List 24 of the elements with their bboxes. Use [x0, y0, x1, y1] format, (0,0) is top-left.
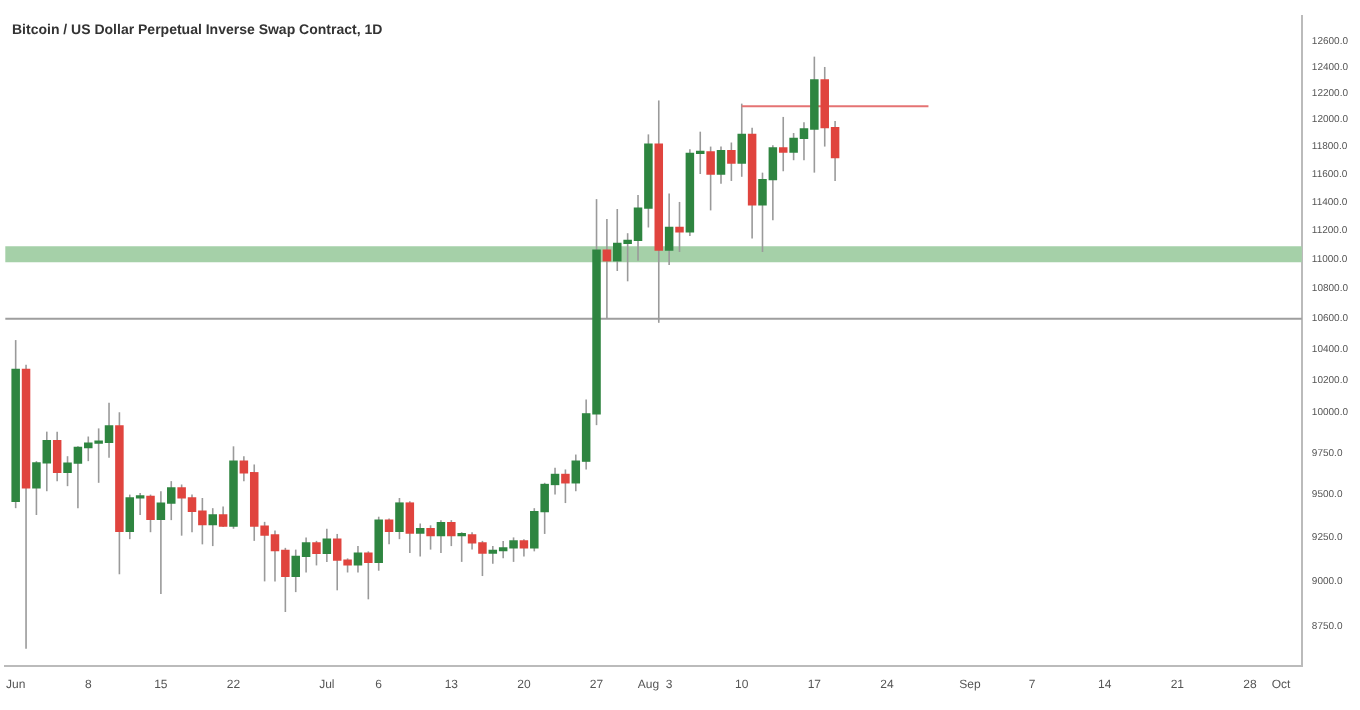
candlestick — [364, 550, 373, 601]
candlestick — [405, 500, 415, 554]
candlestick — [457, 531, 466, 563]
candlestick — [146, 493, 155, 534]
candlestick — [664, 192, 674, 266]
candlestick — [675, 201, 684, 253]
candlestick — [727, 141, 736, 182]
candlestick — [312, 540, 321, 567]
candlestick — [737, 102, 746, 178]
candlestick — [447, 519, 456, 547]
candlestick — [208, 507, 218, 547]
candlestick — [384, 517, 394, 546]
candlestick — [374, 515, 383, 572]
candlestick — [395, 497, 404, 540]
candlestick — [436, 519, 446, 554]
candlestick — [561, 468, 570, 504]
candlestick — [716, 145, 726, 185]
candlestick — [52, 430, 62, 482]
candlestick — [426, 524, 435, 551]
candlestick — [706, 145, 715, 212]
candlestick — [353, 545, 363, 574]
candlestick — [322, 527, 332, 563]
candlestick — [778, 116, 788, 173]
candlestick — [415, 522, 425, 558]
